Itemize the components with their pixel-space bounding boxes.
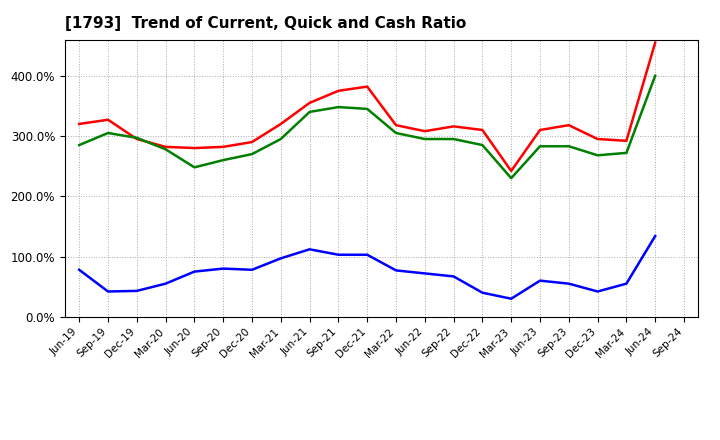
Quick Ratio xyxy=(305,109,314,114)
Quick Ratio xyxy=(219,158,228,163)
Quick Ratio xyxy=(75,143,84,148)
Current Ratio xyxy=(564,122,573,128)
Cash Ratio xyxy=(334,252,343,257)
Quick Ratio xyxy=(449,136,458,142)
Current Ratio xyxy=(622,138,631,143)
Cash Ratio xyxy=(190,269,199,274)
Line: Cash Ratio: Cash Ratio xyxy=(79,236,655,299)
Current Ratio xyxy=(593,136,602,142)
Cash Ratio xyxy=(392,268,400,273)
Line: Quick Ratio: Quick Ratio xyxy=(79,76,655,178)
Current Ratio xyxy=(276,121,285,127)
Current Ratio xyxy=(420,128,429,134)
Quick Ratio xyxy=(363,106,372,111)
Cash Ratio xyxy=(449,274,458,279)
Quick Ratio xyxy=(248,151,256,157)
Cash Ratio xyxy=(564,281,573,286)
Current Ratio xyxy=(536,127,544,132)
Cash Ratio xyxy=(420,271,429,276)
Quick Ratio xyxy=(132,135,141,140)
Quick Ratio xyxy=(478,143,487,148)
Current Ratio xyxy=(507,169,516,174)
Quick Ratio xyxy=(161,147,170,152)
Current Ratio xyxy=(248,139,256,145)
Cash Ratio xyxy=(75,267,84,272)
Current Ratio xyxy=(334,88,343,93)
Current Ratio xyxy=(132,136,141,142)
Quick Ratio xyxy=(507,176,516,181)
Cash Ratio xyxy=(536,278,544,283)
Quick Ratio xyxy=(651,73,660,78)
Cash Ratio xyxy=(305,247,314,252)
Cash Ratio xyxy=(593,289,602,294)
Current Ratio xyxy=(190,146,199,151)
Current Ratio xyxy=(161,144,170,150)
Current Ratio xyxy=(392,122,400,128)
Cash Ratio xyxy=(276,256,285,261)
Text: [1793]  Trend of Current, Quick and Cash Ratio: [1793] Trend of Current, Quick and Cash … xyxy=(65,16,466,32)
Cash Ratio xyxy=(478,290,487,295)
Cash Ratio xyxy=(248,267,256,272)
Current Ratio xyxy=(478,127,487,132)
Current Ratio xyxy=(363,84,372,89)
Current Ratio xyxy=(305,100,314,106)
Quick Ratio xyxy=(420,136,429,142)
Cash Ratio xyxy=(219,266,228,271)
Cash Ratio xyxy=(132,288,141,293)
Quick Ratio xyxy=(276,136,285,142)
Quick Ratio xyxy=(334,104,343,110)
Quick Ratio xyxy=(104,130,112,136)
Quick Ratio xyxy=(392,130,400,136)
Cash Ratio xyxy=(104,289,112,294)
Current Ratio xyxy=(104,117,112,122)
Cash Ratio xyxy=(507,296,516,301)
Cash Ratio xyxy=(363,252,372,257)
Cash Ratio xyxy=(651,233,660,238)
Cash Ratio xyxy=(622,281,631,286)
Current Ratio xyxy=(75,121,84,127)
Cash Ratio xyxy=(161,281,170,286)
Quick Ratio xyxy=(564,143,573,149)
Current Ratio xyxy=(219,144,228,150)
Current Ratio xyxy=(651,40,660,45)
Quick Ratio xyxy=(190,165,199,170)
Quick Ratio xyxy=(536,143,544,149)
Quick Ratio xyxy=(593,153,602,158)
Quick Ratio xyxy=(622,150,631,155)
Line: Current Ratio: Current Ratio xyxy=(79,43,655,171)
Current Ratio xyxy=(449,124,458,129)
